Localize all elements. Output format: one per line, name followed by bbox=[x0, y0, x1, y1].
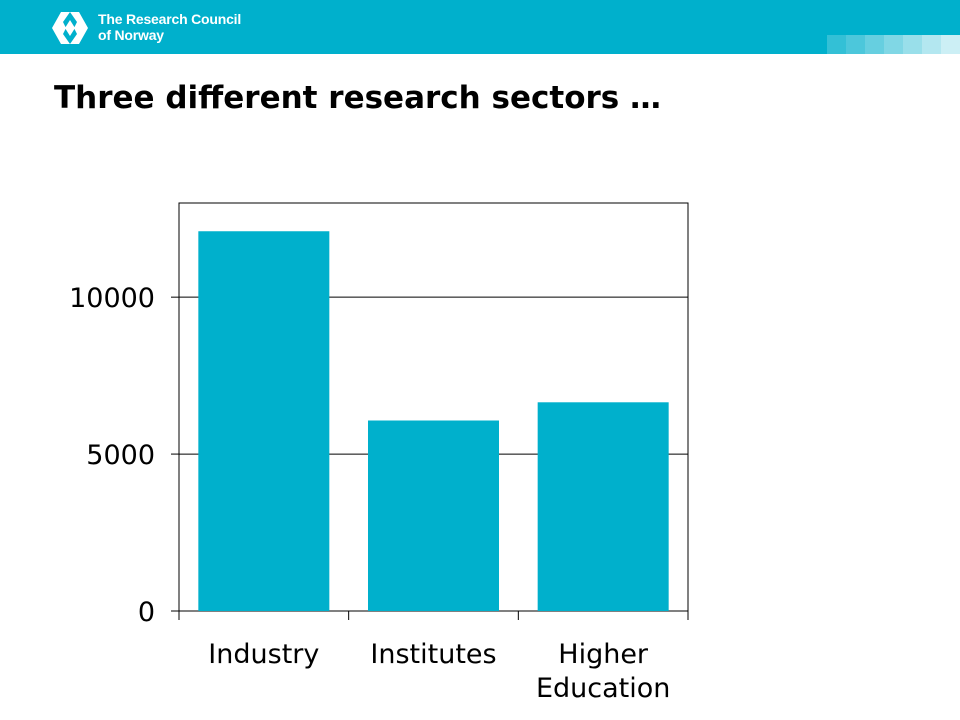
x-category-label-2-0: Higher bbox=[558, 639, 649, 670]
decorative-squares bbox=[827, 35, 960, 54]
header-square-2 bbox=[865, 35, 884, 54]
x-category-label-0-0: Industry bbox=[208, 639, 319, 670]
bar-0 bbox=[198, 231, 330, 611]
header-square-4 bbox=[903, 35, 922, 54]
logo-line-1: The Research Council bbox=[98, 11, 242, 27]
research-council-logo-icon bbox=[52, 12, 88, 44]
logo-text: The Research Council of Norway bbox=[98, 11, 241, 43]
header-square-3 bbox=[884, 35, 903, 54]
x-category-label-1-0: Institutes bbox=[370, 639, 496, 670]
x-category-label-2-1: Education bbox=[536, 673, 670, 704]
page-title: Three different research sectors … bbox=[54, 80, 662, 116]
header-square-6 bbox=[941, 35, 960, 54]
header-square-5 bbox=[922, 35, 941, 54]
y-tick-label-5000: 5000 bbox=[86, 440, 155, 471]
bar-1 bbox=[368, 420, 499, 611]
logo-line-2: of Norway bbox=[98, 27, 164, 43]
header-square-0 bbox=[827, 35, 846, 54]
y-tick-label-0: 0 bbox=[138, 597, 155, 628]
y-tick-label-10000: 10000 bbox=[69, 283, 155, 314]
header-bar: The Research Council of Norway bbox=[0, 0, 960, 54]
bar-2 bbox=[537, 402, 669, 611]
header-square-1 bbox=[846, 35, 865, 54]
